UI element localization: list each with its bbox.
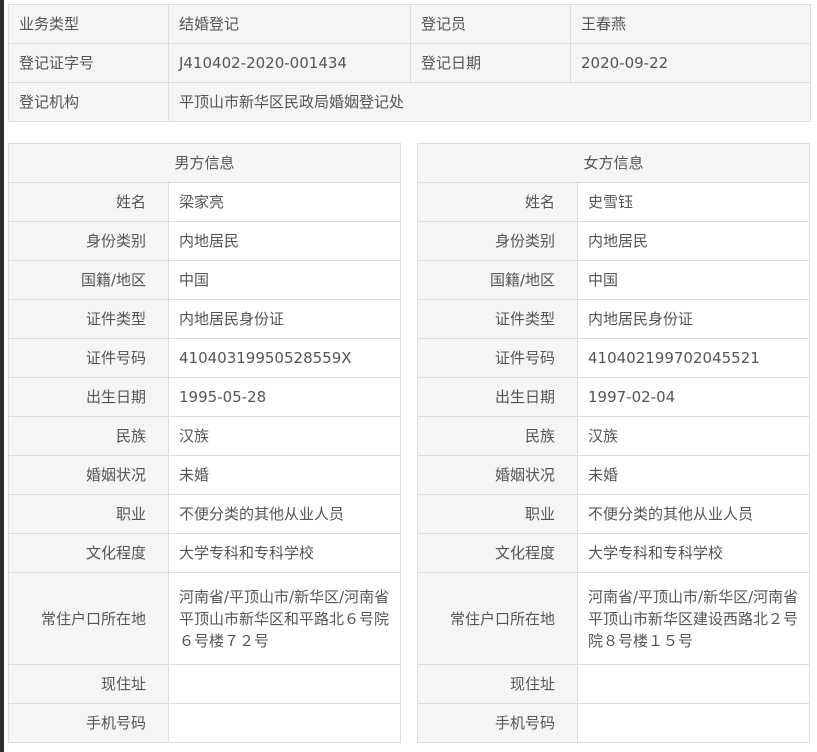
female-field-label: 民族 [417, 416, 578, 456]
table-row: 出生日期 1997-02-04 [417, 377, 810, 417]
female-field-label: 常住户口所在地 [417, 572, 578, 665]
male-field-value: 中国 [168, 260, 401, 300]
female-field-value: 史雪钰 [577, 182, 810, 222]
male-info-table: 男方信息 姓名 梁家亮 身份类别 内地居民 国籍/地区 中国 证件类型 内地居民身份证 证件号码 4… [8, 143, 401, 743]
business-type-value: 结婚登记 [168, 4, 411, 44]
registrar-label: 登记员 [410, 4, 571, 44]
female-field-value: 未婚 [577, 455, 810, 495]
male-info-title: 男方信息 [8, 143, 401, 183]
male-field-value: 河南省/平顶山市/新华区/河南省平顶山市新华区和平路北６号院６号楼７２号 [168, 572, 401, 665]
table-row: 证件号码 41040319950528559X [8, 338, 401, 378]
female-info-table: 女方信息 姓名 史雪钰 身份类别 内地居民 国籍/地区 中国 证件类型 内地居民身份证 证件号码 4… [417, 143, 810, 743]
table-row: 证件类型 内地居民身份证 [8, 299, 401, 339]
male-field-value: 内地居民身份证 [168, 299, 401, 339]
female-field-value: 410402199702045521 [577, 338, 810, 378]
table-row: 登记机构 平顶山市新华区民政局婚姻登记处 [8, 82, 811, 122]
female-info-title: 女方信息 [417, 143, 810, 183]
certificate-number-label: 登记证字号 [8, 43, 169, 83]
female-field-label: 出生日期 [417, 377, 578, 417]
male-field-value: 大学专科和专科学校 [168, 533, 401, 573]
registration-office-label: 登记机构 [8, 82, 169, 122]
table-row: 婚姻状况 未婚 [8, 455, 401, 495]
male-field-label: 手机号码 [8, 703, 169, 743]
female-field-value: 不便分类的其他从业人员 [577, 494, 810, 534]
table-row: 民族 汉族 [8, 416, 401, 456]
female-field-value: 汉族 [577, 416, 810, 456]
table-row: 文化程度 大学专科和专科学校 [8, 533, 401, 573]
table-row: 业务类型 结婚登记 登记员 王春燕 [8, 4, 811, 44]
male-field-value: 汉族 [168, 416, 401, 456]
female-field-label: 证件号码 [417, 338, 578, 378]
male-field-value: 未婚 [168, 455, 401, 495]
female-field-value: 内地居民 [577, 221, 810, 261]
male-field-value [168, 664, 401, 704]
table-row: 证件类型 内地居民身份证 [417, 299, 810, 339]
male-field-label: 文化程度 [8, 533, 169, 573]
table-row: 文化程度 大学专科和专科学校 [417, 533, 810, 573]
female-field-value: 中国 [577, 260, 810, 300]
male-field-label: 常住户口所在地 [8, 572, 169, 665]
registration-date-value: 2020-09-22 [570, 43, 811, 83]
table-row: 民族 汉族 [417, 416, 810, 456]
male-field-label: 民族 [8, 416, 169, 456]
table-row: 国籍/地区 中国 [417, 260, 810, 300]
table-row: 现住址 [8, 664, 401, 704]
table-row: 现住址 [417, 664, 810, 704]
female-field-value: 内地居民身份证 [577, 299, 810, 339]
certificate-number-value: J410402-2020-001434 [168, 43, 411, 83]
female-field-value: 大学专科和专科学校 [577, 533, 810, 573]
female-field-value [577, 703, 810, 743]
window-edge [0, 0, 4, 752]
table-row: 姓名 梁家亮 [8, 182, 401, 222]
registration-office-value: 平顶山市新华区民政局婚姻登记处 [168, 82, 811, 122]
male-field-label: 证件号码 [8, 338, 169, 378]
table-row: 登记证字号 J410402-2020-001434 登记日期 2020-09-2… [8, 43, 811, 83]
female-field-value: 河南省/平顶山市/新华区/河南省平顶山市新华区建设西路北２号院８号楼１５号 [577, 572, 810, 665]
table-row: 职业 不便分类的其他从业人员 [8, 494, 401, 534]
male-field-label: 现住址 [8, 664, 169, 704]
male-field-label: 出生日期 [8, 377, 169, 417]
table-row: 婚姻状况 未婚 [417, 455, 810, 495]
table-row: 常住户口所在地 河南省/平顶山市/新华区/河南省平顶山市新华区建设西路北２号院８号… [417, 572, 810, 665]
table-row: 证件号码 410402199702045521 [417, 338, 810, 378]
female-field-label: 婚姻状况 [417, 455, 578, 495]
table-row: 国籍/地区 中国 [8, 260, 401, 300]
male-field-value: 梁家亮 [168, 182, 401, 222]
female-field-label: 现住址 [417, 664, 578, 704]
female-field-label: 证件类型 [417, 299, 578, 339]
female-field-label: 姓名 [417, 182, 578, 222]
female-field-value [577, 664, 810, 704]
registration-summary-table: 业务类型 结婚登记 登记员 王春燕 登记证字号 J410402-2020-001… [8, 4, 811, 122]
table-row: 出生日期 1995-05-28 [8, 377, 401, 417]
table-row: 姓名 史雪钰 [417, 182, 810, 222]
male-field-value: 内地居民 [168, 221, 401, 261]
male-field-value: 1995-05-28 [168, 377, 401, 417]
table-row: 常住户口所在地 河南省/平顶山市/新华区/河南省平顶山市新华区和平路北６号院６号楼… [8, 572, 401, 665]
table-row: 手机号码 [8, 703, 401, 743]
male-field-label: 身份类别 [8, 221, 169, 261]
female-field-value: 1997-02-04 [577, 377, 810, 417]
female-field-label: 国籍/地区 [417, 260, 578, 300]
male-field-label: 姓名 [8, 182, 169, 222]
male-field-value: 不便分类的其他从业人员 [168, 494, 401, 534]
table-row: 手机号码 [417, 703, 810, 743]
female-field-label: 手机号码 [417, 703, 578, 743]
male-field-value [168, 703, 401, 743]
male-field-value: 41040319950528559X [168, 338, 401, 378]
registrar-value: 王春燕 [570, 4, 811, 44]
male-field-label: 国籍/地区 [8, 260, 169, 300]
table-row: 身份类别 内地居民 [417, 221, 810, 261]
business-type-label: 业务类型 [8, 4, 169, 44]
female-field-label: 职业 [417, 494, 578, 534]
male-field-label: 婚姻状况 [8, 455, 169, 495]
male-field-label: 职业 [8, 494, 169, 534]
table-row: 身份类别 内地居民 [8, 221, 401, 261]
female-field-label: 身份类别 [417, 221, 578, 261]
male-field-label: 证件类型 [8, 299, 169, 339]
table-row: 职业 不便分类的其他从业人员 [417, 494, 810, 534]
female-field-label: 文化程度 [417, 533, 578, 573]
registration-date-label: 登记日期 [410, 43, 571, 83]
